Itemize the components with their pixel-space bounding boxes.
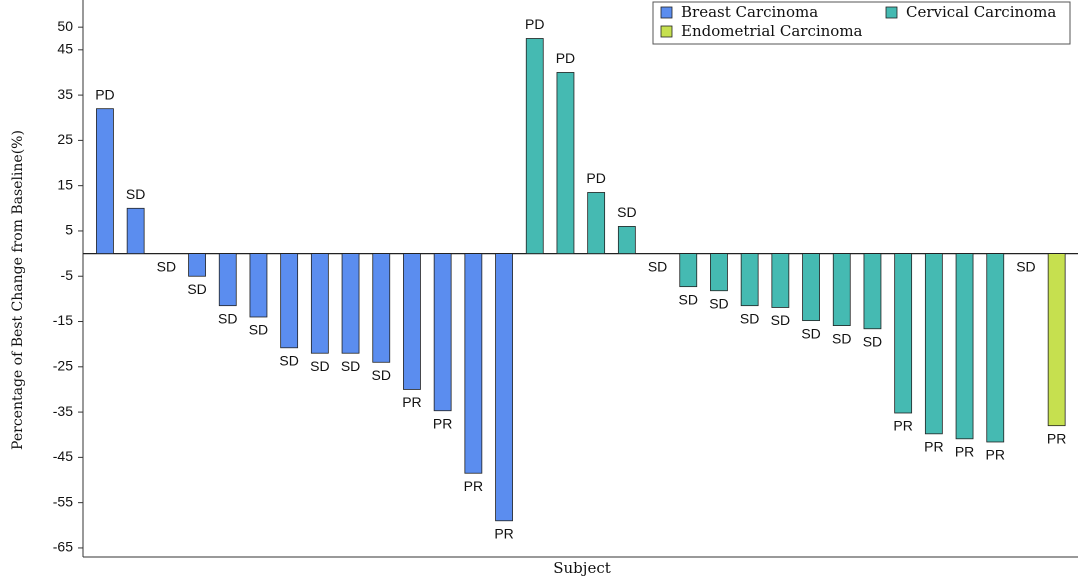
- response-label: SD: [801, 325, 820, 341]
- response-label: SD: [709, 295, 728, 311]
- y-tick-label: 45: [57, 41, 73, 57]
- response-label: PR: [955, 444, 974, 460]
- y-tick-label: 15: [57, 176, 73, 192]
- response-label: PR: [924, 439, 943, 455]
- response-label: SD: [617, 204, 636, 220]
- response-label: SD: [832, 330, 851, 346]
- legend-swatch: [885, 6, 898, 19]
- bar: [372, 253, 391, 363]
- response-label: SD: [679, 291, 698, 307]
- y-tick-label: -55: [53, 493, 73, 509]
- legend-label: Endometrial Carcinoma: [681, 22, 863, 40]
- response-label: PD: [95, 86, 114, 102]
- bar: [310, 253, 329, 354]
- legend-box: [652, 1, 1071, 45]
- response-label: PR: [494, 525, 513, 541]
- bar: [96, 108, 114, 254]
- response-label: SD: [740, 310, 759, 326]
- bar: [802, 253, 820, 322]
- bar: [341, 253, 360, 354]
- response-label: SD: [310, 358, 329, 374]
- bar: [218, 253, 237, 307]
- y-tick-label: -45: [53, 448, 73, 464]
- legend-label: Cervical Carcinoma: [906, 3, 1056, 21]
- bar: [1047, 253, 1066, 427]
- response-label: SD: [126, 186, 145, 202]
- response-label: PR: [986, 447, 1005, 463]
- bar: [403, 253, 421, 390]
- response-label: SD: [1016, 258, 1035, 274]
- response-label: PR: [1047, 430, 1066, 446]
- y-axis-label: Percentage of Best Change from Baseline(…: [10, 130, 26, 450]
- response-label: SD: [187, 281, 206, 297]
- response-label: SD: [341, 358, 360, 374]
- response-label: PD: [525, 16, 544, 32]
- bar: [771, 253, 790, 308]
- y-tick-label: -65: [53, 539, 73, 555]
- bar: [710, 253, 728, 292]
- bar: [464, 253, 483, 474]
- bar: [740, 253, 759, 307]
- response-label: PR: [402, 394, 421, 410]
- response-label: SD: [372, 367, 391, 383]
- y-tick-label: -35: [53, 403, 73, 419]
- response-label: SD: [218, 310, 237, 326]
- x-axis-label: Subject: [553, 559, 611, 577]
- response-label: SD: [648, 258, 667, 274]
- legend-swatch: [660, 6, 673, 19]
- bar: [556, 72, 575, 254]
- bar: [617, 226, 636, 254]
- y-tick-label: 35: [57, 86, 73, 102]
- bar: [249, 253, 268, 318]
- bar: [433, 253, 452, 412]
- y-tick-label: -25: [53, 358, 73, 374]
- bar: [525, 38, 544, 254]
- bar: [495, 253, 513, 522]
- y-tick-label: 5: [65, 222, 73, 238]
- response-label: SD: [863, 333, 882, 349]
- bar: [986, 253, 1005, 443]
- response-label: PR: [464, 478, 483, 494]
- bar: [280, 253, 299, 349]
- y-tick-label: -5: [61, 267, 74, 283]
- response-label: PD: [556, 50, 575, 66]
- bar: [126, 207, 145, 254]
- y-tick-label: 50: [57, 18, 73, 34]
- bar: [924, 253, 943, 435]
- response-label: SD: [279, 352, 298, 368]
- bar: [587, 192, 606, 254]
- response-label: PR: [433, 415, 452, 431]
- bar: [188, 253, 206, 277]
- legend-label: Breast Carcinoma: [681, 3, 818, 21]
- bar: [832, 253, 851, 326]
- bar: [863, 253, 882, 330]
- response-label: PD: [586, 170, 605, 186]
- y-tick-label: -15: [53, 312, 73, 328]
- bar: [894, 253, 913, 414]
- response-label: PR: [893, 418, 912, 434]
- response-label: SD: [249, 322, 268, 338]
- bar: [955, 253, 974, 440]
- response-label: SD: [157, 258, 176, 274]
- bar: [679, 253, 698, 288]
- legend-swatch: [660, 25, 673, 38]
- y-tick-label: 25: [57, 131, 73, 147]
- response-label: SD: [771, 312, 790, 328]
